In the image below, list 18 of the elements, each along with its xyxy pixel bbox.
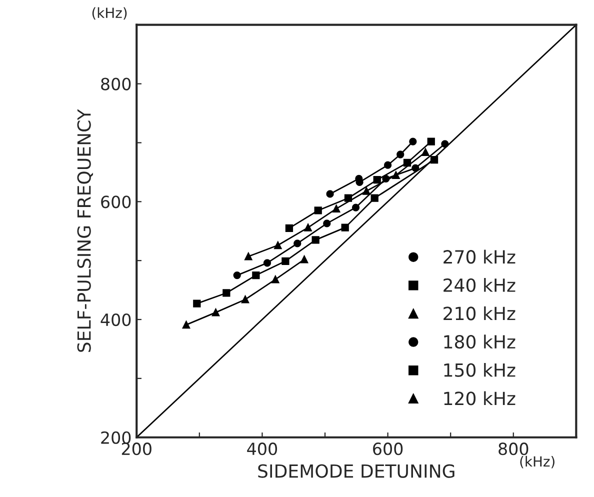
x-tick-label: 400 <box>247 442 278 456</box>
y-tick-label: 600 <box>101 196 131 208</box>
y-tick-label: 400 <box>100 313 131 326</box>
x-tick-label: 800 <box>498 442 528 456</box>
y-tick-label: 800 <box>101 78 131 90</box>
legend-label: 270 kHz <box>444 250 516 264</box>
legend-label: 150 kHz <box>444 362 516 377</box>
legend-label: 120 kHz <box>444 391 516 406</box>
x-tick-label: 600 <box>373 442 403 456</box>
text: (kHz) <box>92 7 127 20</box>
y-tick-label: 200 <box>101 431 131 444</box>
text: (kHz) <box>520 456 554 468</box>
legend-label: 180 kHz <box>444 334 516 349</box>
x-tick-label: 200 <box>122 442 152 456</box>
x-axis-title: SIDEMODE DETUNING <box>258 464 454 478</box>
y-axis-title: SELF-PULSING FREQUENCY <box>77 109 93 352</box>
legend-label: 210 kHz <box>444 306 516 320</box>
legend-label: 240 kHz <box>444 278 516 292</box>
